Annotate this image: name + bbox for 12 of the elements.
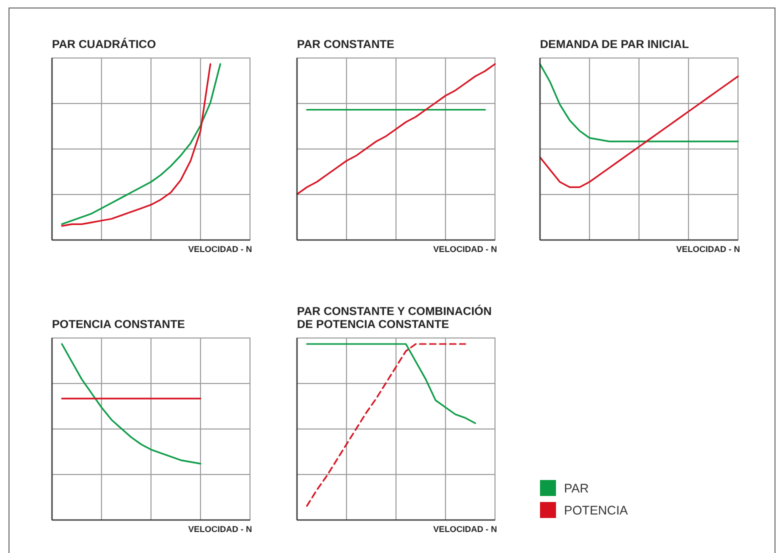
x-axis-title: VELOCIDAD - N	[188, 524, 252, 534]
x-axis-title: VELOCIDAD - N	[188, 244, 252, 254]
chart-title: PAR CUADRÁTICO	[52, 37, 156, 51]
x-axis-title: VELOCIDAD - N	[433, 244, 497, 254]
chart-title: PAR CONSTANTE Y COMBINACIÓN DE POTENCIA CONSTANTE	[297, 304, 492, 331]
x-axis-title: VELOCIDAD - N	[433, 524, 497, 534]
chart-title: DEMANDA DE PAR INICIAL	[540, 39, 689, 51]
legend-label: POTENCIA	[564, 504, 629, 518]
chart-title: PAR CONSTANTE	[297, 39, 395, 51]
x-axis-title: VELOCIDAD - N	[676, 244, 740, 254]
legend-label: PAR	[564, 482, 589, 496]
chart-title: POTENCIA CONSTANTE	[52, 319, 186, 331]
